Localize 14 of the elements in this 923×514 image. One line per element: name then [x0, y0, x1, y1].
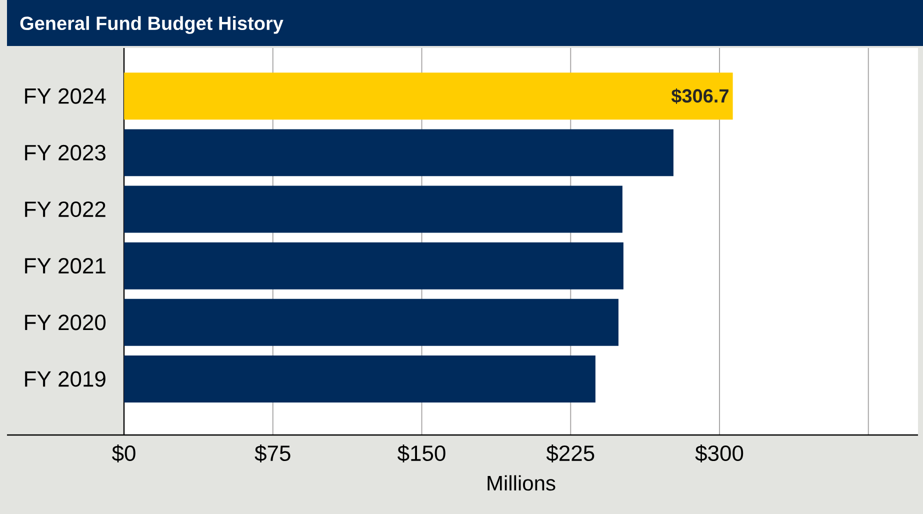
y-tick-label: FY 2021: [25, 258, 106, 274]
y-tick-label: FY 2024: [25, 88, 106, 104]
chart-title: General Fund Budget History: [20, 16, 284, 34]
y-tick-label: FY 2020: [25, 314, 106, 330]
x-tick-label: $300: [695, 444, 744, 462]
data-label: $306.7: [671, 88, 728, 104]
x-axis-title: Millions: [488, 475, 556, 491]
y-tick-label: FY 2022: [25, 201, 106, 218]
y-tick-label: FY 2023: [25, 144, 106, 160]
x-tick-label: $0: [112, 444, 136, 462]
y-tick-label: FY 2019: [25, 371, 106, 387]
x-tick-label: $75: [254, 444, 290, 462]
x-tick-label: $225: [546, 444, 594, 462]
x-tick-label: $150: [398, 444, 446, 462]
